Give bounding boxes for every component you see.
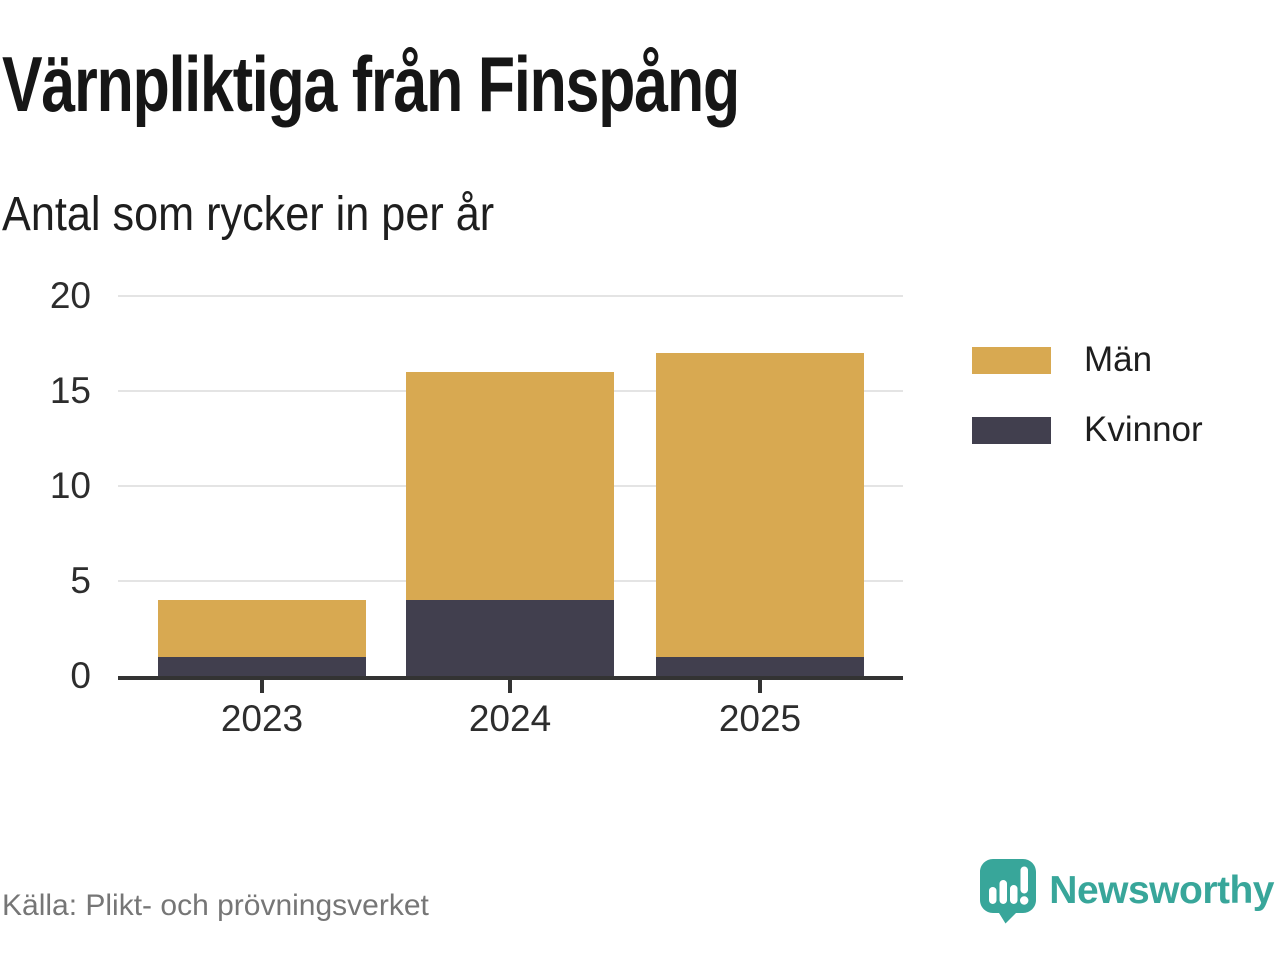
bar-segment-kvinnor-2023	[157, 657, 367, 676]
x-axis-label-2023: 2023	[220, 698, 304, 739]
y-axis-tick-label: 10	[49, 465, 91, 506]
y-axis-tick-label: 20	[49, 275, 91, 316]
legend-item-män: Män	[972, 340, 1203, 380]
bar-segment-män-2025	[655, 353, 865, 657]
x-axis-tick-2024	[508, 680, 513, 693]
x-axis-tick-2025	[757, 680, 762, 693]
bar-segment-män-2024	[405, 372, 615, 600]
bar-segment-män-2023	[157, 600, 367, 657]
y-axis-tick-label: 5	[70, 560, 91, 601]
legend-swatch-kvinnor	[972, 416, 1051, 444]
y-axis-tick-label: 15	[49, 370, 91, 411]
legend-label: Män	[1084, 340, 1153, 379]
legend: Män Kvinnor	[972, 340, 1203, 450]
legend-swatch-män	[972, 346, 1051, 374]
plot-area: 0 5 10 15 20 2023 2024 2025	[50, 275, 903, 739]
bar-segment-kvinnor-2025	[655, 657, 865, 676]
x-axis-tick-2023	[259, 680, 264, 693]
legend-item-kvinnor: Kvinnor	[972, 410, 1203, 450]
chart-title: Värnpliktiga från Finspång	[2, 40, 740, 128]
newsworthy-icon	[980, 859, 1037, 924]
newsworthy-wordmark: Newsworthy	[1049, 869, 1274, 912]
newsworthy-logo: Newsworthy	[979, 858, 1274, 924]
x-axis-label-2024: 2024	[468, 698, 552, 739]
source-note: Källa: Plikt- och prövningsverket	[2, 889, 429, 922]
chart-subtitle: Antal som rycker in per år	[2, 188, 495, 241]
bar-segment-kvinnor-2024	[405, 600, 615, 676]
gridline-20	[118, 295, 903, 297]
x-axis-label-2025: 2025	[718, 698, 802, 739]
legend-label: Kvinnor	[1084, 410, 1203, 449]
y-axis-tick-label: 0	[70, 655, 91, 696]
